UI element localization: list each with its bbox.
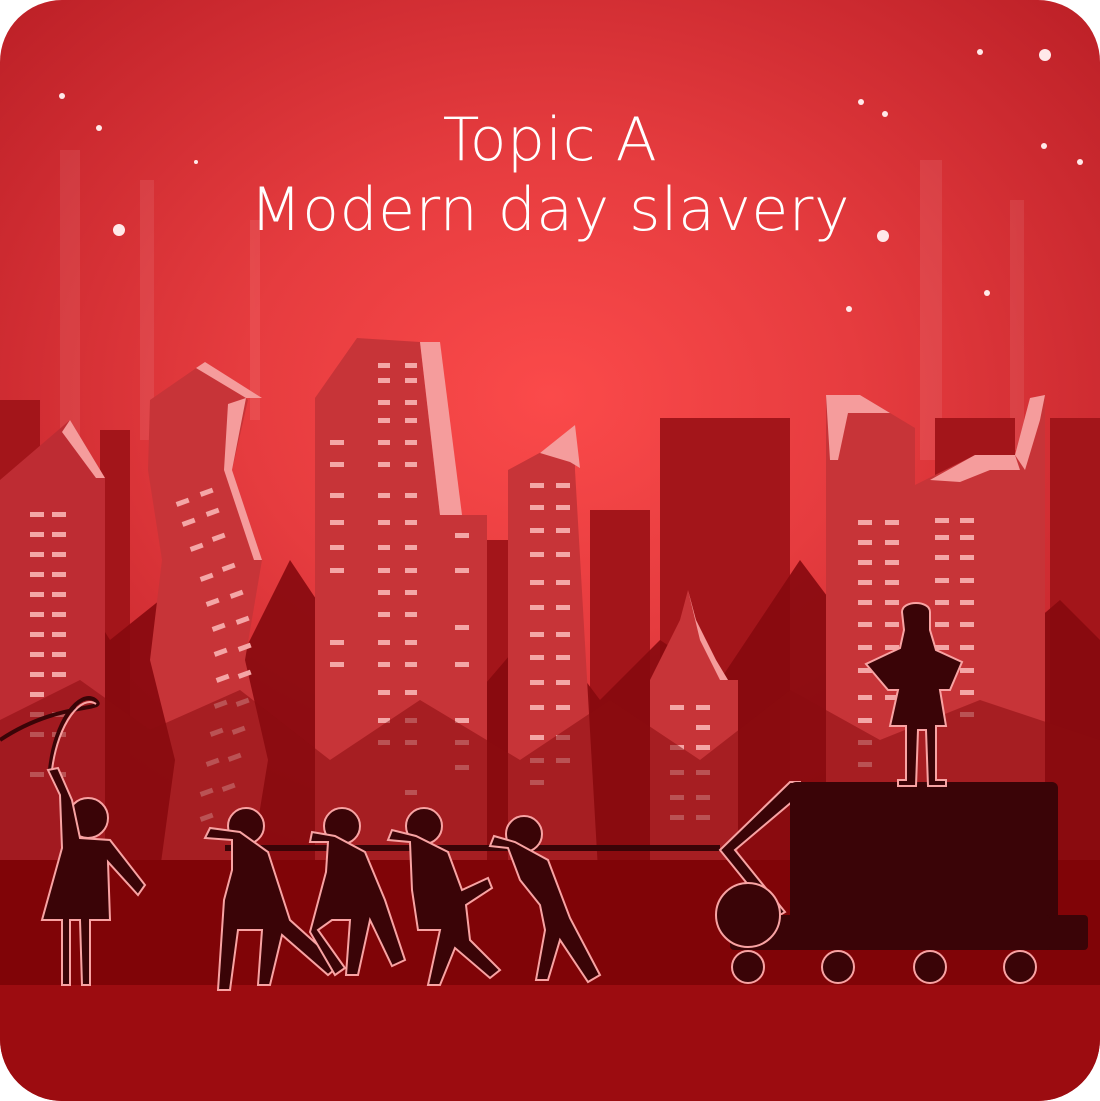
- stars: [59, 49, 1083, 312]
- poster-title: Topic A Modern day slavery: [0, 105, 1100, 245]
- cart-icon: [715, 781, 1088, 984]
- person-standing-on-cart: [864, 602, 964, 787]
- title-line-1: Topic A: [442, 105, 658, 175]
- person-overseer-left: [40, 766, 147, 986]
- person-puller-2: [308, 807, 407, 977]
- person-puller-4: [488, 815, 602, 984]
- person-puller-3: [386, 807, 502, 986]
- whip-icon: [0, 696, 100, 771]
- light-beams: [60, 150, 1024, 460]
- person-puller-1: [203, 807, 342, 991]
- title-line-2: Modern day slavery: [250, 175, 850, 245]
